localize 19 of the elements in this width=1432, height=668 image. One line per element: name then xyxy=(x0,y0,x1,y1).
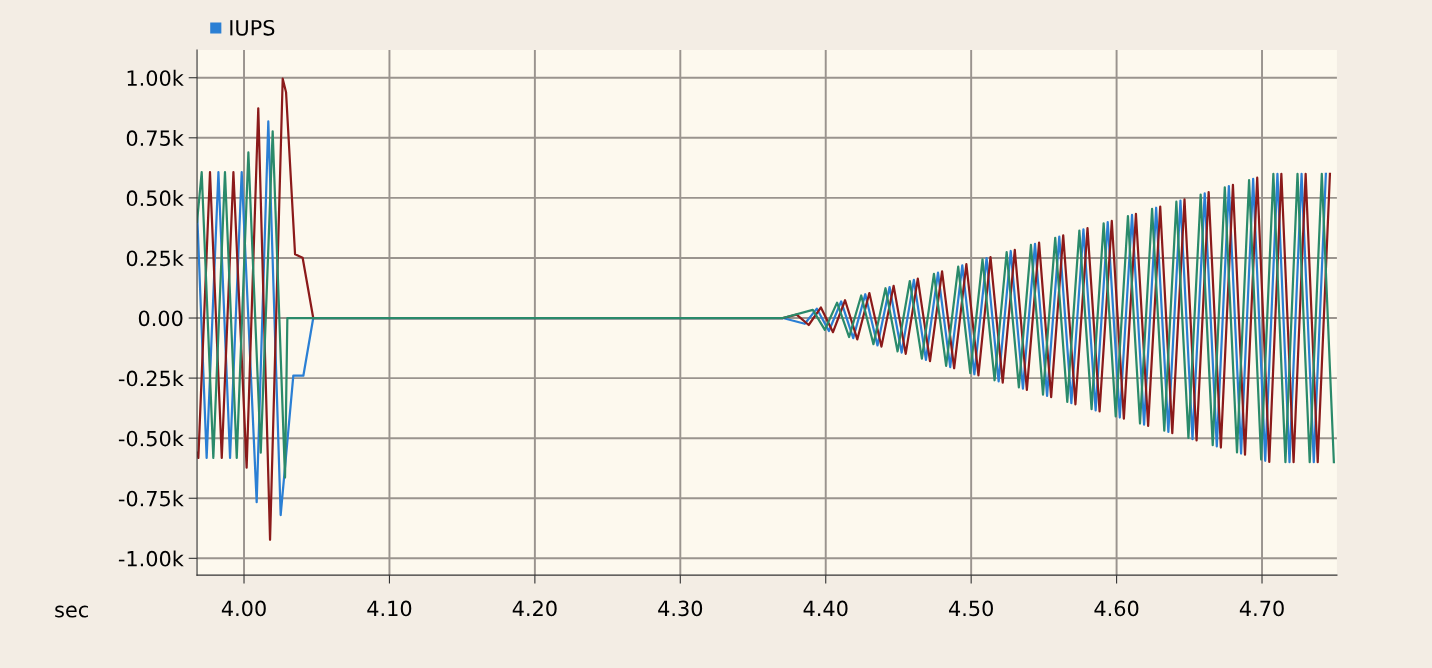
y-tick-label: 0.50k xyxy=(126,189,184,207)
x-tick-label: 4.20 xyxy=(512,600,557,617)
x-tick-label: 4.30 xyxy=(658,600,703,617)
y-tick-label: -1.00k xyxy=(118,550,184,567)
legend-label: IUPS xyxy=(230,19,275,36)
y-tick-label: 0.00 xyxy=(138,310,183,327)
y-tick-label: 1.00k xyxy=(127,69,184,86)
y-tick-label: -0.25k xyxy=(118,370,184,387)
x-tick-label: 4.50 xyxy=(948,600,993,617)
y-tick-label: 0.25k xyxy=(126,250,184,267)
y-tick-label: -0.75k xyxy=(118,490,184,507)
x-tick-label: 4.60 xyxy=(1094,600,1139,617)
x-axis-title: sec xyxy=(55,605,88,618)
x-tick-label: 4.00 xyxy=(221,600,266,617)
y-tick-label: 0.75k xyxy=(126,129,184,147)
x-tick-label: 4.70 xyxy=(1239,600,1284,617)
x-tick-label: 4.40 xyxy=(803,600,848,617)
x-tick-label: 4.10 xyxy=(367,600,412,617)
y-tick-label: -0.50k xyxy=(118,430,184,447)
